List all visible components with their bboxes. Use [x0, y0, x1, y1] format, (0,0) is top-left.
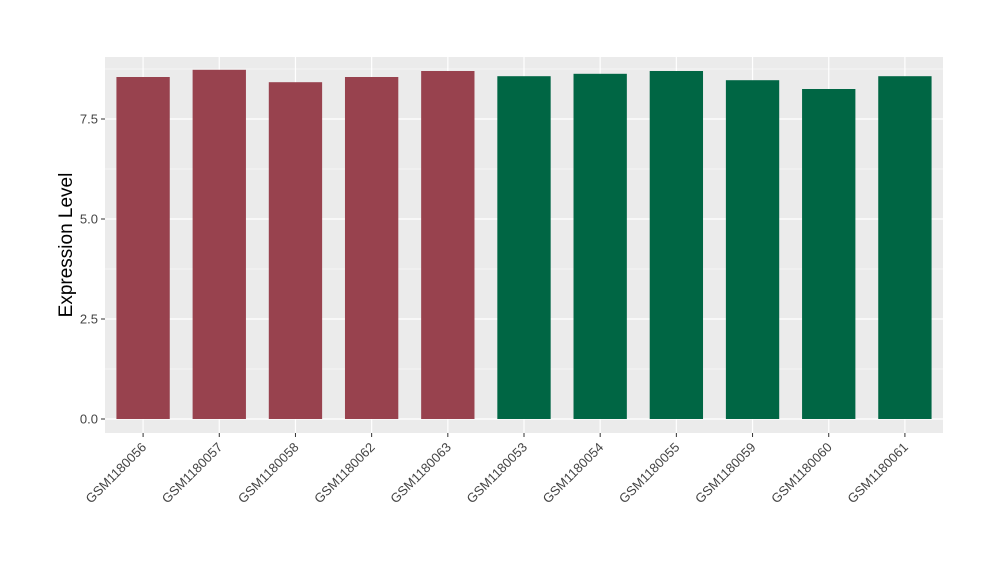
bar-gsm1180063 [421, 71, 475, 419]
y-tick-label: 7.5 [80, 112, 98, 127]
y-tick-label: 5.0 [80, 212, 98, 227]
x-tick-label: GSM1180057 [159, 440, 226, 507]
bar-gsm1180060 [802, 89, 856, 419]
x-axis: GSM1180056 GSM1180057 GSM1180058 GSM1180062… [83, 433, 911, 506]
x-tick-label: GSM1180062 [311, 440, 378, 507]
bars [116, 69, 932, 420]
x-tick-label: GSM1180063 [387, 440, 454, 507]
x-tick-label: GSM1180053 [463, 440, 530, 507]
bar-gsm1180053 [497, 76, 551, 419]
x-tick-label: GSM1180054 [540, 440, 607, 507]
x-tick-label: GSM1180055 [616, 440, 683, 507]
x-tick-label: GSM1180056 [83, 440, 150, 507]
x-tick-label: GSM1180061 [844, 440, 911, 507]
bar-gsm1180056 [116, 77, 170, 419]
y-axis: 0.0 2.5 5.0 7.5 [80, 112, 105, 427]
bar-gsm1180057 [192, 69, 246, 420]
x-tick-label: GSM1180058 [235, 440, 302, 507]
y-axis-title: Expression Level [56, 173, 77, 318]
bar-gsm1180058 [268, 82, 323, 419]
x-tick-label: GSM1180059 [692, 440, 759, 507]
y-tick-label: 0.0 [80, 412, 98, 427]
bar-gsm1180055 [649, 71, 704, 419]
y-tick-label: 2.5 [80, 312, 98, 327]
bar-gsm1180059 [725, 80, 780, 419]
bar-gsm1180062 [344, 77, 399, 419]
bar-gsm1180061 [878, 76, 932, 419]
bar-gsm1180054 [573, 73, 627, 420]
x-tick-label: GSM1180060 [768, 440, 835, 507]
